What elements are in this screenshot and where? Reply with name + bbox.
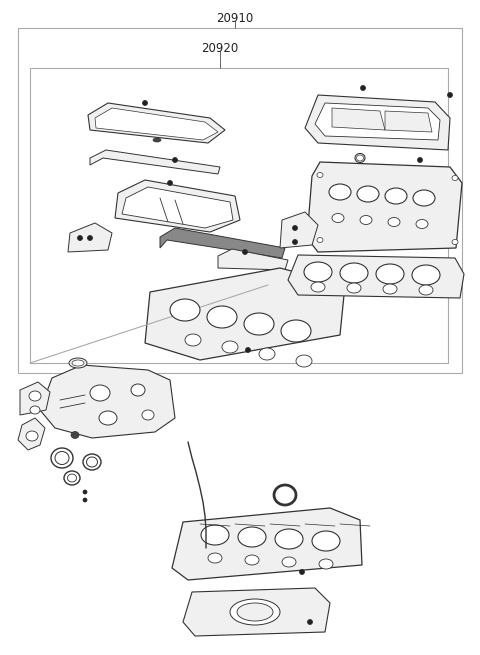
Ellipse shape <box>383 284 397 294</box>
Ellipse shape <box>281 320 311 342</box>
Ellipse shape <box>245 555 259 565</box>
Ellipse shape <box>172 157 178 162</box>
Ellipse shape <box>418 157 422 162</box>
Ellipse shape <box>340 263 368 283</box>
Bar <box>18 28 462 373</box>
Ellipse shape <box>83 498 87 502</box>
Polygon shape <box>88 103 225 143</box>
Ellipse shape <box>355 153 365 162</box>
Text: 20920: 20920 <box>202 42 239 55</box>
Ellipse shape <box>413 190 435 206</box>
Ellipse shape <box>185 334 201 346</box>
Ellipse shape <box>99 411 117 425</box>
Ellipse shape <box>452 176 458 181</box>
Polygon shape <box>332 108 385 130</box>
Ellipse shape <box>201 525 229 545</box>
Ellipse shape <box>419 285 433 295</box>
Ellipse shape <box>308 620 312 624</box>
Ellipse shape <box>357 155 363 161</box>
Ellipse shape <box>143 100 147 105</box>
Ellipse shape <box>317 238 323 242</box>
Polygon shape <box>385 111 432 132</box>
Polygon shape <box>288 255 464 298</box>
Polygon shape <box>90 150 220 174</box>
Polygon shape <box>40 365 175 438</box>
Ellipse shape <box>388 217 400 227</box>
Ellipse shape <box>230 599 280 625</box>
Ellipse shape <box>292 240 298 244</box>
Ellipse shape <box>347 283 361 293</box>
Polygon shape <box>218 249 288 270</box>
Ellipse shape <box>208 553 222 563</box>
Ellipse shape <box>319 559 333 569</box>
Ellipse shape <box>222 341 238 353</box>
Ellipse shape <box>376 264 404 284</box>
Polygon shape <box>20 382 50 415</box>
Ellipse shape <box>244 313 274 335</box>
Text: 20910: 20910 <box>216 12 253 25</box>
Ellipse shape <box>69 358 87 368</box>
Ellipse shape <box>51 448 73 468</box>
Ellipse shape <box>77 236 83 240</box>
Ellipse shape <box>292 225 298 231</box>
Ellipse shape <box>237 603 273 621</box>
Ellipse shape <box>242 250 248 255</box>
Ellipse shape <box>26 431 38 441</box>
Ellipse shape <box>311 282 325 292</box>
Polygon shape <box>122 187 233 228</box>
Ellipse shape <box>90 385 110 401</box>
Ellipse shape <box>153 138 161 142</box>
Ellipse shape <box>71 432 79 438</box>
Polygon shape <box>183 588 330 636</box>
Ellipse shape <box>282 557 296 567</box>
Ellipse shape <box>452 240 458 244</box>
Ellipse shape <box>312 531 340 551</box>
Ellipse shape <box>357 186 379 202</box>
Ellipse shape <box>142 410 154 420</box>
Ellipse shape <box>304 262 332 282</box>
Ellipse shape <box>86 457 97 467</box>
Ellipse shape <box>55 451 69 464</box>
Ellipse shape <box>207 306 237 328</box>
Ellipse shape <box>83 454 101 470</box>
Ellipse shape <box>447 92 453 98</box>
Ellipse shape <box>68 474 76 482</box>
Ellipse shape <box>30 406 40 414</box>
Polygon shape <box>305 95 450 150</box>
Polygon shape <box>315 103 440 140</box>
Ellipse shape <box>29 391 41 401</box>
Polygon shape <box>307 162 462 252</box>
Ellipse shape <box>296 355 312 367</box>
Ellipse shape <box>83 490 87 494</box>
Polygon shape <box>280 212 318 248</box>
Ellipse shape <box>385 188 407 204</box>
Ellipse shape <box>300 569 304 574</box>
Ellipse shape <box>245 348 251 352</box>
Ellipse shape <box>259 348 275 360</box>
Ellipse shape <box>64 471 80 485</box>
Ellipse shape <box>317 172 323 178</box>
Polygon shape <box>18 418 45 450</box>
Polygon shape <box>145 268 345 360</box>
Ellipse shape <box>329 184 351 200</box>
Ellipse shape <box>87 236 93 240</box>
Ellipse shape <box>170 299 200 321</box>
Bar <box>30 68 448 363</box>
Ellipse shape <box>416 219 428 229</box>
Ellipse shape <box>238 527 266 547</box>
Ellipse shape <box>360 86 365 90</box>
Ellipse shape <box>72 360 84 366</box>
Ellipse shape <box>332 214 344 223</box>
Polygon shape <box>68 223 112 252</box>
Ellipse shape <box>275 529 303 549</box>
Polygon shape <box>160 228 285 258</box>
Ellipse shape <box>274 485 296 505</box>
Ellipse shape <box>360 215 372 225</box>
Polygon shape <box>95 108 218 140</box>
Ellipse shape <box>412 265 440 285</box>
Polygon shape <box>115 180 240 232</box>
Ellipse shape <box>131 384 145 396</box>
Polygon shape <box>172 508 362 580</box>
Ellipse shape <box>168 181 172 185</box>
